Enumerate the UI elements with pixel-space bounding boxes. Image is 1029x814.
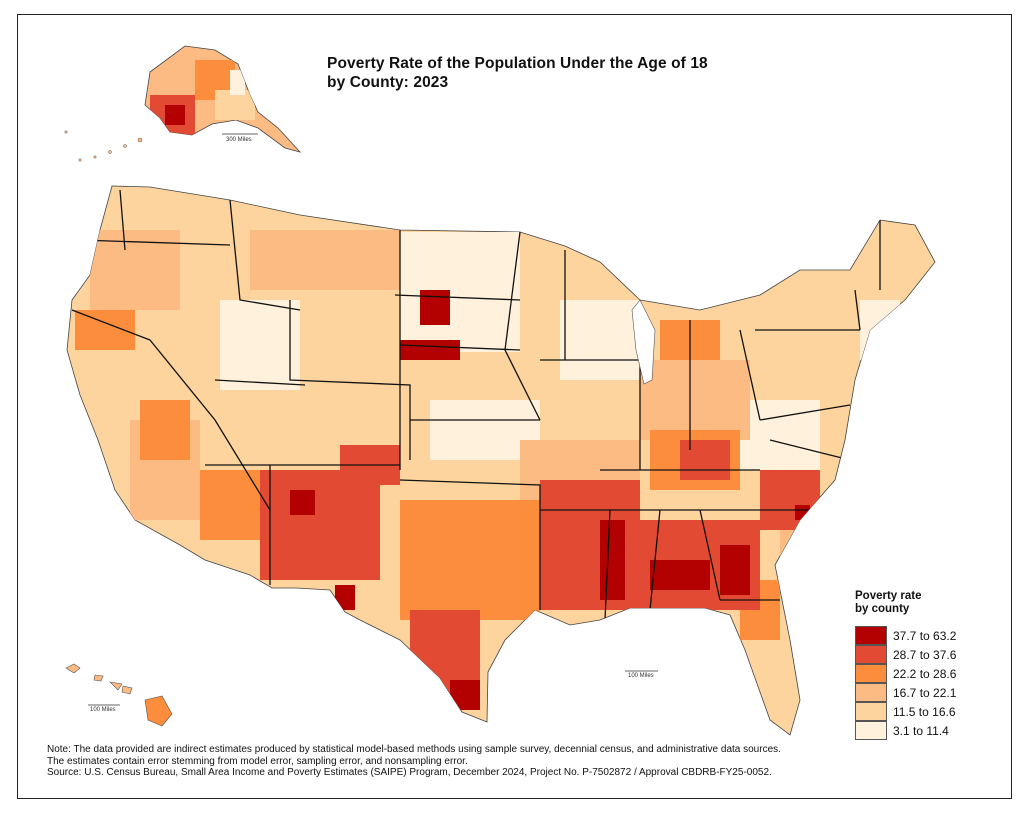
legend-label: 3.1 to 11.4 <box>893 723 949 738</box>
lake-michigan <box>631 299 656 385</box>
legend-item: 22.2 to 28.6 <box>855 664 956 683</box>
alaska-fill-patches <box>150 60 255 140</box>
title-line-2: by County: 2023 <box>327 74 449 91</box>
legend: 37.7 to 63.2 28.7 to 37.6 22.2 to 28.6 1… <box>855 626 956 740</box>
legend-label: 28.7 to 37.6 <box>893 647 957 662</box>
legend-label: 37.7 to 63.2 <box>893 628 957 643</box>
legend-title-line-1: Poverty rate <box>855 590 922 602</box>
legend-swatch <box>855 645 887 664</box>
legend-label: 22.2 to 28.6 <box>893 666 957 681</box>
legend-item: 37.7 to 63.2 <box>855 626 956 645</box>
alaska-scale-label: 300 Miles <box>226 137 252 143</box>
legend-item: 16.7 to 22.1 <box>855 683 956 702</box>
legend-label: 11.5 to 16.6 <box>893 704 956 719</box>
source-notes: Note: The data provided are indirect est… <box>47 744 997 779</box>
legend-swatch <box>855 702 887 721</box>
hawaii-islands <box>65 663 173 727</box>
title-line-1: Poverty Rate of the Population Under the… <box>327 55 708 72</box>
legend-swatch <box>855 664 887 683</box>
state-boundaries <box>71 189 881 621</box>
legend-title-line-2: by county <box>855 603 910 615</box>
note-line-3: Source: U.S. Census Bureau, Small Area I… <box>47 767 772 778</box>
note-line-1: Note: The data provided are indirect est… <box>47 744 781 755</box>
conus-scale-label: 100 Miles <box>628 673 654 679</box>
legend-swatch <box>855 626 887 645</box>
hawaii-scale-label: 100 Miles <box>90 707 116 713</box>
legend-item: 28.7 to 37.6 <box>855 645 956 664</box>
legend-label: 16.7 to 22.1 <box>893 685 957 700</box>
legend-swatch <box>855 721 887 740</box>
note-line-2: The estimates contain error stemming fro… <box>47 755 468 767</box>
map-title: Poverty Rate of the Population Under the… <box>327 54 708 92</box>
aleutian-islands <box>64 130 143 162</box>
legend-item: 3.1 to 11.4 <box>855 721 956 740</box>
legend-title: Poverty rate by county <box>855 590 921 616</box>
legend-swatch <box>855 683 887 702</box>
map-frame <box>17 14 1012 799</box>
legend-item: 11.5 to 16.6 <box>855 702 956 721</box>
